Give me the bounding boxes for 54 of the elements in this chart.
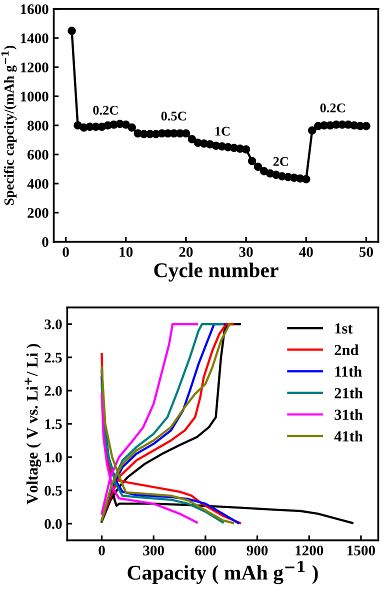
y-axis-title: Specific capcity/(mAh g$^{−1}$): [1, 46, 17, 205]
x-tick-label: 40: [299, 247, 313, 257]
x-axis-title: Cycle number: [154, 262, 278, 282]
legend-label: 31th: [334, 409, 363, 420]
y-tick-label: 1.5: [45, 419, 62, 430]
point: [188, 135, 196, 144]
y-tick-label: 0: [42, 237, 48, 247]
x-tick-label: 10: [120, 247, 133, 257]
x-axis-title: Capacity ( mAh g$^{−1}$ ): [128, 561, 318, 584]
x-tick-label: 20: [179, 247, 193, 257]
y-tick-label: 600: [28, 150, 48, 160]
annotation: 2C: [273, 157, 288, 166]
x-tick-label: 50: [360, 247, 373, 257]
x-tick-label: 600: [195, 546, 216, 556]
annotation: 0.5C: [161, 112, 186, 121]
y-axis-title: Voltage ( V vs. Li$^{+}$/ Li ): [24, 344, 42, 504]
point: [68, 26, 76, 35]
point: [242, 145, 250, 154]
point: [128, 123, 136, 132]
point: [302, 175, 310, 184]
y-tick-label: 800: [28, 120, 48, 131]
annotation: 1C: [215, 126, 230, 136]
y-tick-label: 0.5: [44, 486, 62, 496]
y-tick-label: 1000: [20, 92, 48, 102]
x-tick-label: 0: [98, 546, 105, 556]
y-tick-label: 1400: [20, 33, 48, 44]
y-tick-label: 0.0: [44, 519, 62, 529]
point: [248, 156, 256, 166]
point: [308, 126, 316, 135]
x-tick-label: 300: [143, 546, 164, 556]
y-tick-label: 3.0: [44, 319, 62, 330]
point: [122, 120, 130, 129]
y-tick-label: 1.0: [45, 452, 62, 462]
x-tick-label: 1200: [296, 546, 324, 556]
legend-label: 41th: [334, 430, 363, 442]
y-tick-label: 400: [27, 178, 48, 189]
legend-label: 2nd: [334, 344, 359, 356]
point: [182, 129, 190, 138]
x-tick-label: 0: [62, 247, 69, 257]
legend-label: 11th: [335, 366, 362, 377]
x-tick-label: 1500: [348, 546, 375, 556]
point: [362, 122, 370, 130]
legend-label: 21th: [334, 388, 363, 398]
point: [254, 162, 262, 172]
x-tick-label: 900: [246, 546, 268, 556]
y-tick-label: 200: [28, 208, 48, 218]
y-tick-label: 1600: [20, 4, 48, 14]
annotation: 0.2C: [320, 103, 345, 112]
annotation: 0.2C: [93, 106, 118, 115]
y-tick-label: 1200: [20, 62, 48, 72]
y-tick-label: 2.5: [44, 352, 62, 363]
y-tick-label: 2.0: [44, 386, 62, 396]
legend-label: 1st: [335, 323, 353, 334]
x-tick-label: 30: [239, 247, 253, 257]
